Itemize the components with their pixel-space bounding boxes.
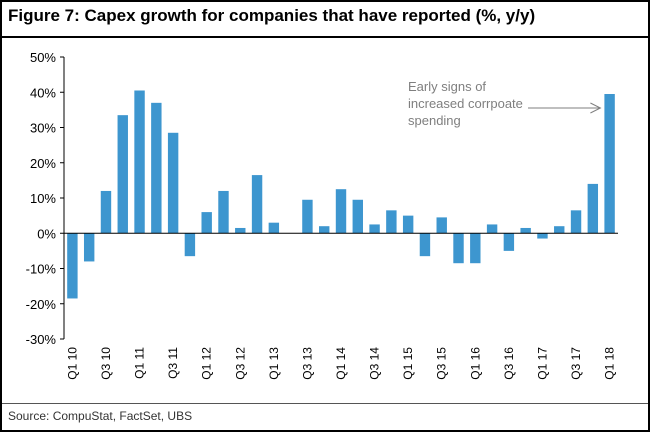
x-tick-label: Q3 14: [368, 347, 382, 380]
x-tick-label: Q1 16: [468, 347, 482, 380]
bar-q1-10: [67, 233, 78, 299]
y-tick-label: -10%: [26, 262, 57, 277]
y-tick-label: 20%: [30, 156, 56, 171]
bar-q1-14: [335, 189, 347, 234]
y-tick-label: -20%: [26, 297, 57, 312]
annotation-line: Early signs of: [408, 79, 486, 94]
x-tick-label: Q3 11: [166, 347, 180, 379]
bar-q2-11: [151, 102, 162, 234]
annotation-line: spending: [408, 113, 461, 128]
bar-q2-12: [218, 190, 229, 234]
bar-q4-11: [184, 233, 196, 257]
bar-q3-17: [570, 210, 582, 234]
bar-q4-16: [520, 227, 531, 234]
bar-q1-15: [402, 215, 414, 234]
bar-q3-16: [503, 233, 515, 251]
bar-q4-14: [386, 210, 397, 234]
y-tick-label: 50%: [30, 50, 56, 65]
x-tick-label: Q1 12: [200, 347, 214, 380]
y-tick-label: -30%: [26, 332, 57, 347]
title-divider: [2, 36, 648, 38]
annotation: Early signs of increased corrpoate spendin…: [408, 79, 602, 128]
x-tick-label: Q1 10: [65, 347, 79, 380]
bar-series: [64, 90, 618, 299]
x-tick-label: Q3 12: [233, 347, 247, 380]
x-tick-label: Q3 17: [569, 347, 583, 380]
bar-q2-15: [419, 233, 431, 257]
bar-q3-13: [302, 199, 313, 234]
bar-q1-18: [604, 94, 615, 234]
y-tick-label: 10%: [30, 191, 56, 206]
chart-source: Source: CompuStat, FactSet, UBS: [8, 409, 193, 423]
x-tick-label: Q3 16: [502, 347, 516, 380]
bar-q4-15: [453, 233, 464, 264]
bar-q4-17: [587, 183, 599, 234]
x-axis-ticks: Q1 10 Q3 10 Q1 11 Q3 11 Q1 12 Q3 12 Q1 13 Q3 13…: [65, 347, 616, 380]
x-tick-label: Q1 18: [603, 347, 617, 380]
bar-q2-16: [486, 224, 498, 234]
x-tick-label: Q1 11: [133, 347, 147, 379]
x-tick-label: Q3 13: [300, 347, 314, 380]
bar-q3-11: [167, 132, 179, 234]
bar-q3-15: [436, 217, 447, 234]
y-tick-label: 0%: [37, 226, 56, 241]
bar-q1-16: [470, 233, 481, 264]
bar-q4-12: [251, 175, 263, 234]
annotation-line: increased corrpoate: [408, 96, 523, 111]
bar-q1-17: [537, 233, 548, 239]
x-tick-label: Q1 17: [535, 347, 549, 380]
x-tick-label: Q1 14: [334, 347, 348, 380]
bar-q2-17: [554, 226, 565, 234]
source-divider: [2, 403, 648, 404]
bar-q2-10: [83, 233, 95, 262]
bar-q1-13: [268, 222, 280, 234]
bar-q4-13: [319, 226, 330, 234]
bar-q3-12: [235, 227, 246, 234]
x-tick-label: Q3 10: [99, 347, 113, 380]
x-tick-label: Q1 15: [401, 347, 415, 380]
x-tick-label: Q3 15: [435, 347, 449, 380]
y-axis-ticks: -30% -20% -10% 0% 10% 20% 30% 40% 50%: [26, 50, 65, 347]
capex-growth-chart: -30% -20% -10% 0% 10% 20% 30% 40% 50% Q1 10 Q3 10…: [26, 50, 618, 380]
bar-q3-10: [100, 190, 112, 234]
chart-title: Figure 7: Capex growth for companies tha…: [8, 6, 536, 25]
y-tick-label: 40%: [30, 85, 56, 100]
annotation-arrow-head: [590, 102, 602, 114]
x-tick-label: Q1 13: [267, 347, 281, 380]
bar-q3-14: [369, 224, 380, 234]
bar-q2-14: [352, 199, 363, 234]
bar-q1-12: [201, 212, 212, 234]
y-tick-label: 30%: [30, 121, 56, 136]
bar-q4-10: [117, 115, 128, 234]
bar-q1-11: [134, 90, 145, 234]
